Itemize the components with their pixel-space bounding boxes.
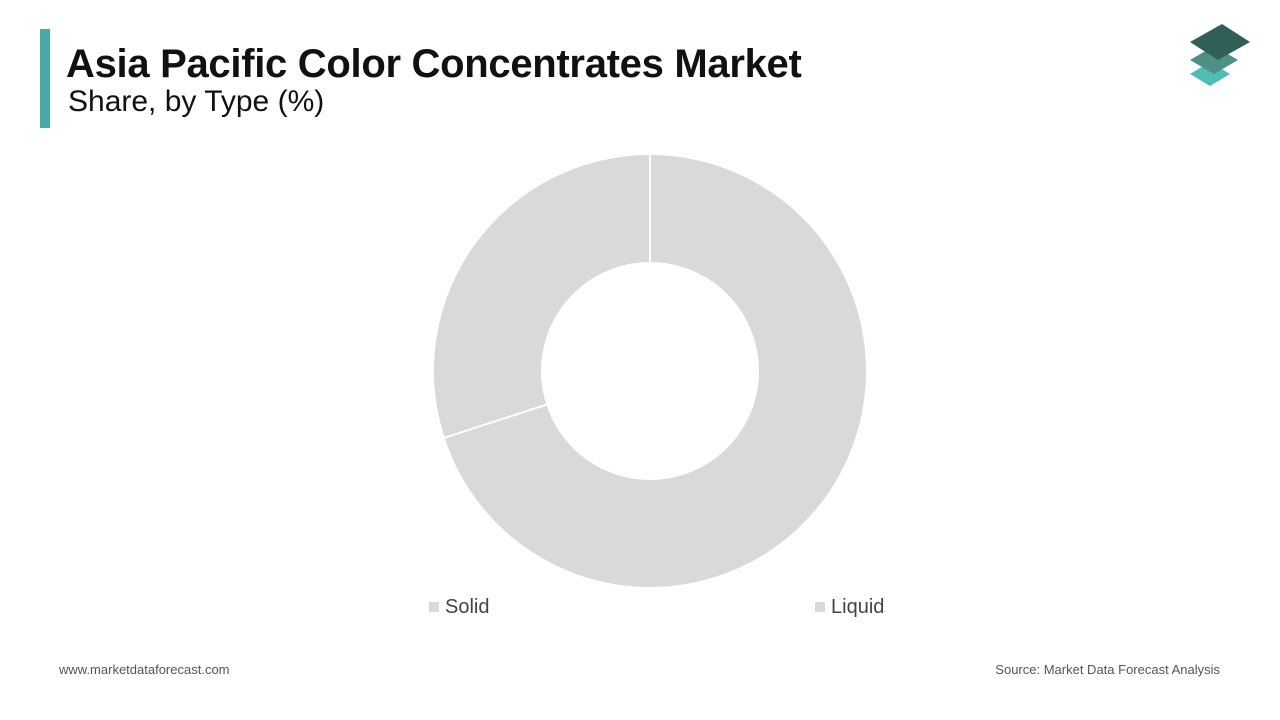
title-accent-bar [40,29,50,128]
slice-separator-1 [443,403,547,440]
logo-layer-top [1190,24,1250,60]
donut-slice-solid [433,155,650,438]
footer-source: Source: Market Data Forecast Analysis [995,662,1220,677]
chart-subtitle: Share, by Type (%) [68,85,325,118]
stacked-layers-icon [1190,24,1250,86]
legend-item-solid: Solid [429,595,489,619]
chart-title: Asia Pacific Color Concentrates Market [66,42,802,86]
legend-label-liquid: Liquid [831,595,885,618]
legend-item-liquid: Liquid [815,595,884,619]
legend-swatch-liquid [815,602,825,612]
legend-swatch-solid [429,602,439,612]
donut-slice-liquid [444,155,867,587]
footer-website: www.marketdataforecast.com [59,662,230,677]
legend-label-solid: Solid [445,595,490,618]
